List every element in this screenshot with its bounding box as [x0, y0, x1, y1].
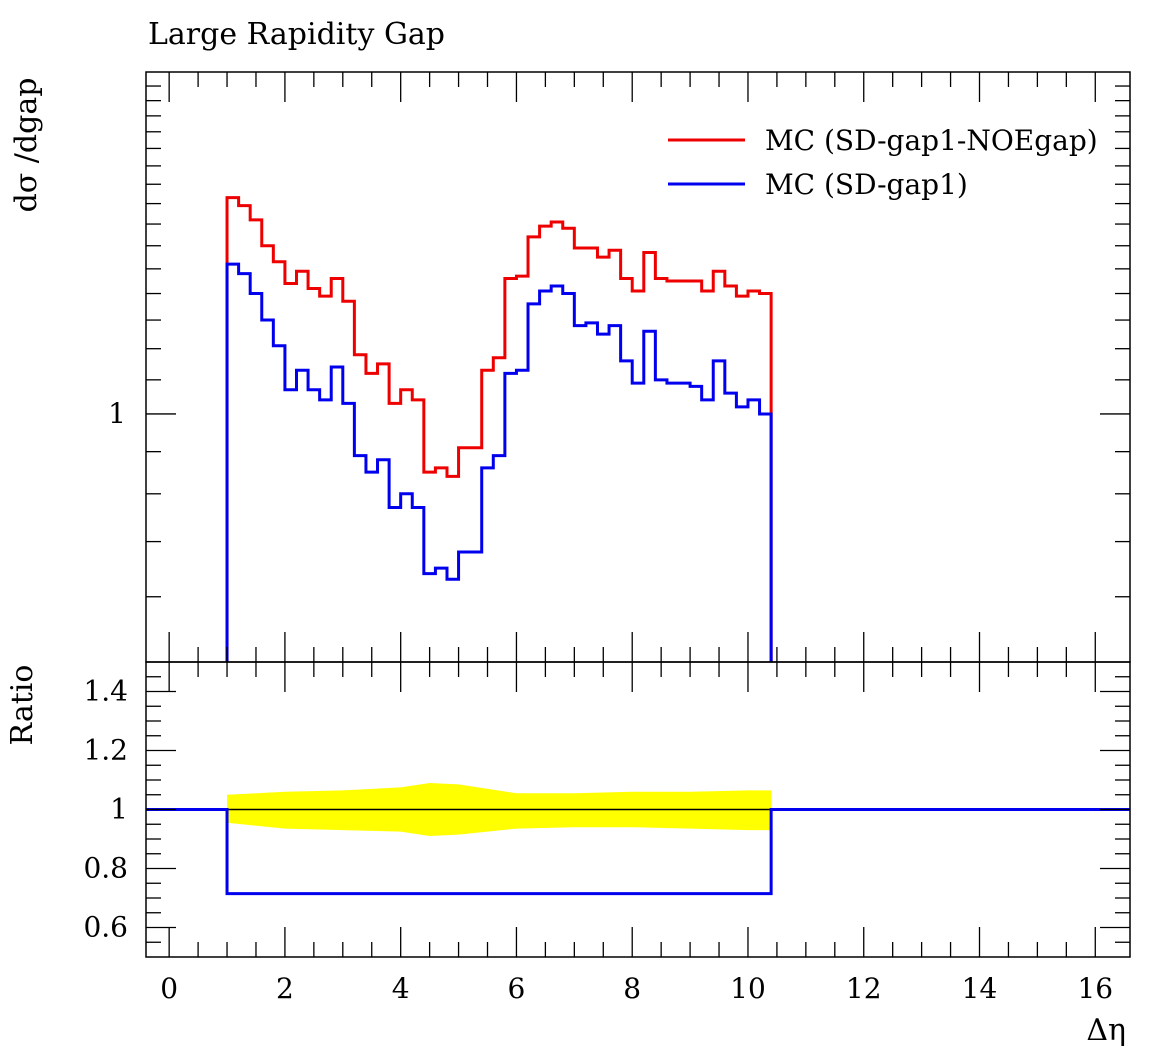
x-tick-label: 14	[962, 972, 998, 1005]
ratio-y-tick-label: 1.4	[83, 675, 128, 708]
legend-label: MC (SD-gap1-NOEgap)	[765, 124, 1098, 157]
main-y-tick-label: 1	[108, 397, 126, 430]
x-tick-label: 10	[730, 972, 766, 1005]
x-tick-label: 16	[1077, 972, 1113, 1005]
x-tick-label: 8	[623, 972, 641, 1005]
ratio-y-axis-label: Ratio	[5, 665, 40, 746]
main-axes-frame	[145, 71, 1131, 663]
tick-labels: 0 2 4 6 8 10 12 14 16 1 0.6 0.8 1 1.2 1.4	[83, 397, 1113, 1005]
ratio-y-tick-label: 1.2	[83, 734, 128, 767]
x-tick-label: 4	[392, 972, 410, 1005]
ratio-y-tick-label: 0.6	[83, 911, 128, 944]
x-tick-label: 0	[160, 972, 178, 1005]
main-y-axis-label: dσ /dgap	[9, 78, 44, 213]
x-tick-label: 6	[508, 972, 526, 1005]
ratio-y-tick-label: 1	[110, 793, 128, 826]
ratio-line-sd-gap1	[146, 808, 1130, 896]
legend: MC (SD-gap1-NOEgap) MC (SD-gap1)	[668, 124, 1098, 201]
chart-title: Large Rapidity Gap	[148, 17, 445, 52]
x-axis-label: Δη	[1086, 1013, 1126, 1048]
legend-label: MC (SD-gap1)	[765, 168, 968, 201]
tick-marks	[146, 72, 1130, 957]
series-line-sd-gap1	[225, 262, 773, 662]
x-tick-label: 2	[276, 972, 294, 1005]
series-line-sd-gap1-noegap	[225, 196, 773, 662]
ratio-plot-area	[146, 782, 1130, 896]
ratio-y-tick-label: 0.8	[83, 852, 128, 885]
main-plot-area	[225, 196, 773, 662]
x-tick-label: 12	[846, 972, 882, 1005]
